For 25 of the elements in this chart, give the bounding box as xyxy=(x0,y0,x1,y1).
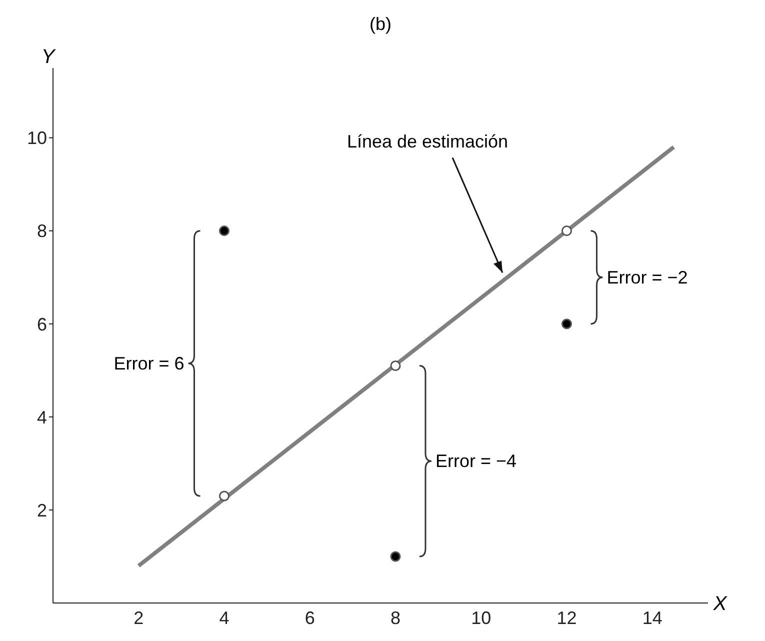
y-tick-label: 8 xyxy=(36,221,47,242)
point xyxy=(561,318,572,330)
annotation: Error = −2 xyxy=(606,267,688,288)
point xyxy=(218,226,230,236)
x-axis-title: X xyxy=(712,593,728,615)
y-tick-label: 2 xyxy=(36,500,47,520)
annotation: Línea de estimación xyxy=(346,132,508,152)
x-tick-label: 6 xyxy=(304,608,315,628)
x-tick-label: 4 xyxy=(219,608,230,628)
point xyxy=(390,360,401,371)
x-tick-label: 2 xyxy=(134,608,144,628)
point xyxy=(390,551,401,562)
y-tick-label: 6 xyxy=(36,314,47,334)
point xyxy=(561,226,572,236)
y-tick-label: 4 xyxy=(36,407,47,428)
annotation: Error = 6 xyxy=(114,353,184,374)
x-tick-label: 8 xyxy=(390,608,400,628)
point xyxy=(218,490,230,502)
x-tick-label: 14 xyxy=(642,608,662,628)
y-tick-label: 10 xyxy=(26,128,47,148)
annotation: Error = −4 xyxy=(435,451,517,472)
x-tick-label: 12 xyxy=(556,608,577,628)
x-tick-label: 10 xyxy=(471,608,492,628)
chart-title: (b) xyxy=(370,14,392,34)
y-axis-title: Y xyxy=(41,46,56,68)
